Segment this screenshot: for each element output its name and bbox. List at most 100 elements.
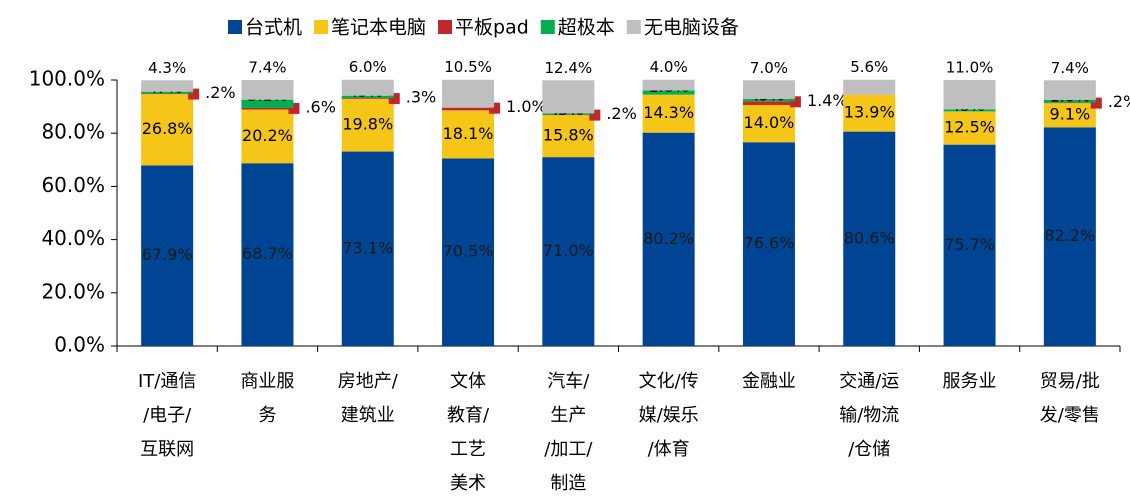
bar-segment xyxy=(943,144,996,346)
y-tick-label: 60.0% xyxy=(41,173,105,197)
data-label: 7.0% xyxy=(750,59,788,77)
pad-marker xyxy=(489,102,501,114)
bar-segment xyxy=(442,158,495,346)
y-tick-label: 100.0% xyxy=(29,67,105,91)
data-label: 14.3% xyxy=(643,103,694,122)
bar-segment xyxy=(241,80,294,100)
bar-segment xyxy=(742,142,795,346)
data-label: 14.0% xyxy=(744,113,795,132)
data-label: 12.4% xyxy=(545,59,593,77)
bar-segment xyxy=(141,165,194,346)
pad-marker xyxy=(789,96,801,108)
data-label: 9.1% xyxy=(1050,105,1091,124)
bar-segment xyxy=(141,94,194,166)
data-label: 71.0% xyxy=(543,241,594,260)
data-label: 19.8% xyxy=(342,115,393,134)
y-tick-label: 80.0% xyxy=(41,120,105,144)
data-label: 7.4% xyxy=(248,59,286,77)
y-tick-label: 20.0% xyxy=(41,279,105,303)
x-tick-label: 服务业 xyxy=(943,371,997,392)
legend-swatch xyxy=(626,20,641,34)
data-label: 70.5% xyxy=(443,242,494,261)
bar-segment xyxy=(943,80,996,110)
legend-swatch xyxy=(438,20,453,34)
bar-segment xyxy=(843,79,896,95)
legend-swatch xyxy=(314,20,329,34)
bar-segment xyxy=(341,98,394,152)
pad-marker xyxy=(288,102,300,114)
data-label: 20.2% xyxy=(242,126,293,145)
data-label: 11.0% xyxy=(946,59,994,77)
legend-label: 笔记本电脑 xyxy=(331,17,426,39)
x-tick-label: 房地产/建筑业 xyxy=(338,371,399,426)
legend-label: 台式机 xyxy=(245,17,302,39)
legend-label: 超极本 xyxy=(558,17,615,39)
bar-segment xyxy=(542,115,595,158)
bar-segment xyxy=(1043,127,1096,347)
bar-segment xyxy=(241,163,294,346)
data-label: 75.7% xyxy=(944,235,995,254)
bar-segment xyxy=(1043,103,1096,128)
bar-segment xyxy=(1043,80,1096,100)
data-label: .2% xyxy=(606,104,636,123)
data-label: .2% xyxy=(205,83,235,102)
bar-segment xyxy=(742,98,795,102)
x-tick-label: 文化/传媒/娱乐/体育 xyxy=(639,371,699,460)
bar-segment xyxy=(341,95,394,99)
bar-segment xyxy=(341,151,394,346)
x-tick-label: 商业服务 xyxy=(240,371,294,426)
x-tick-label: 金融业 xyxy=(742,371,796,392)
bar-segment xyxy=(843,94,896,132)
bar-segment xyxy=(742,80,795,99)
data-label: .3% xyxy=(406,88,436,107)
bar-segment xyxy=(542,157,595,346)
legend-label: 平板pad xyxy=(455,17,529,39)
x-tick-label: 贸易/批发/零售 xyxy=(1040,371,1100,426)
bar-segment xyxy=(943,111,996,145)
legend-swatch xyxy=(540,20,555,34)
bar-segment xyxy=(542,113,595,115)
bar-segment xyxy=(442,107,495,111)
data-label: 67.9% xyxy=(142,245,193,264)
data-label: 4.3% xyxy=(148,59,186,77)
data-label: 1.4% xyxy=(807,91,848,110)
data-label: 82.2% xyxy=(1044,226,1095,245)
x-tick-label: IT/通信/电子/互联网 xyxy=(138,371,196,460)
bar-segment xyxy=(642,79,695,91)
data-label: 1.0% xyxy=(506,97,547,116)
data-label: 12.5% xyxy=(944,118,995,137)
bar-segment xyxy=(542,114,595,116)
pad-marker xyxy=(589,109,601,121)
bar-segment xyxy=(241,109,294,164)
data-label: 73.1% xyxy=(342,238,393,257)
legend-label: 无电脑设备 xyxy=(644,17,739,39)
x-tick-label: 汽车/生产/加工/制造 xyxy=(544,371,593,494)
bar-segment xyxy=(642,132,695,346)
bar-segment xyxy=(943,109,996,112)
bar-segment xyxy=(141,91,194,94)
x-tick-label: 文体教育/工艺美术 xyxy=(447,371,490,494)
data-label: 76.6% xyxy=(744,234,795,253)
data-label: 7.4% xyxy=(1051,59,1089,77)
data-label: 18.1% xyxy=(443,124,494,143)
data-label: 6.0% xyxy=(349,58,387,76)
bar-segment xyxy=(642,94,695,133)
data-label: .2% xyxy=(1108,92,1130,111)
data-label: 5.6% xyxy=(850,58,888,76)
pad-marker xyxy=(188,88,200,100)
x-tick-label: 交通/运输/物流/仓储 xyxy=(839,371,899,460)
bar-segment xyxy=(241,107,294,110)
data-label: 4.0% xyxy=(650,58,688,76)
bar-segment xyxy=(742,101,795,106)
pad-marker xyxy=(388,93,400,105)
data-label: 26.8% xyxy=(142,119,193,138)
data-label: 10.5% xyxy=(444,58,492,76)
legend-swatch xyxy=(228,20,242,34)
bar-segment xyxy=(442,110,495,159)
data-label: 80.2% xyxy=(643,229,694,248)
data-label: 80.6% xyxy=(844,228,895,247)
bar-segment xyxy=(341,98,394,99)
bar-segment xyxy=(141,93,194,95)
data-label: 68.7% xyxy=(242,244,293,263)
